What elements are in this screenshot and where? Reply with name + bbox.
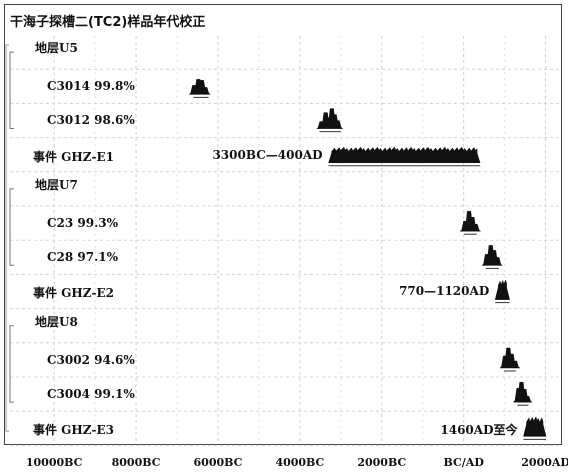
event-annotation-3: 3300BC—400AD bbox=[212, 147, 323, 162]
group-label-8: 地层U8 bbox=[35, 314, 78, 329]
x-tick-label-6: 2000AD bbox=[521, 456, 568, 469]
event-distribution-7 bbox=[494, 279, 510, 300]
sample-label-5: C23 99.3% bbox=[47, 216, 119, 230]
distribution-1 bbox=[188, 79, 212, 95]
group-bracket-2 bbox=[9, 325, 14, 403]
sample-label-1: C3014 99.8% bbox=[47, 79, 135, 94]
distribution-9 bbox=[499, 347, 521, 369]
event-distribution-11 bbox=[523, 416, 547, 437]
group-label-4: 地层U7 bbox=[35, 177, 78, 192]
sample-label-2: C3012 98.6% bbox=[47, 113, 135, 128]
x-tick-label-5: BC/AD bbox=[443, 456, 484, 469]
distribution-6 bbox=[481, 245, 504, 266]
x-tick-label-0: 10000BC bbox=[25, 456, 83, 469]
x-tick-label-3: 4000BC bbox=[275, 456, 325, 469]
group-bracket-1 bbox=[9, 188, 14, 266]
event-annotation-7: 770—1120AD bbox=[399, 284, 490, 299]
event-label-11: 事件 GHZ-E3 bbox=[33, 423, 115, 438]
x-tick-label-1: 8000BC bbox=[111, 456, 161, 469]
sequence-bracket bbox=[5, 44, 9, 432]
plot-frame bbox=[4, 4, 562, 445]
event-label-3: 事件 GHZ-E1 bbox=[33, 149, 115, 164]
distribution-5 bbox=[459, 210, 482, 232]
group-label-0: 地层U5 bbox=[35, 41, 78, 55]
sample-label-9: C3002 94.6% bbox=[47, 352, 135, 367]
distribution-10 bbox=[513, 381, 534, 403]
sample-label-10: C3004 99.1% bbox=[47, 387, 135, 401]
x-tick-label-4: 2000BC bbox=[357, 456, 407, 469]
distribution-2 bbox=[315, 108, 344, 129]
event-label-7: 事件 GHZ-E2 bbox=[33, 286, 115, 301]
sample-label-6: C28 97.1% bbox=[47, 250, 119, 265]
chart-title: 干海子探槽二(TC2)样品年代校正 bbox=[10, 15, 206, 30]
event-annotation-11: 1460AD至今 bbox=[440, 423, 518, 438]
x-tick-label-2: 6000BC bbox=[193, 456, 243, 469]
group-bracket-0 bbox=[9, 51, 14, 129]
event-distribution-3 bbox=[328, 146, 481, 164]
